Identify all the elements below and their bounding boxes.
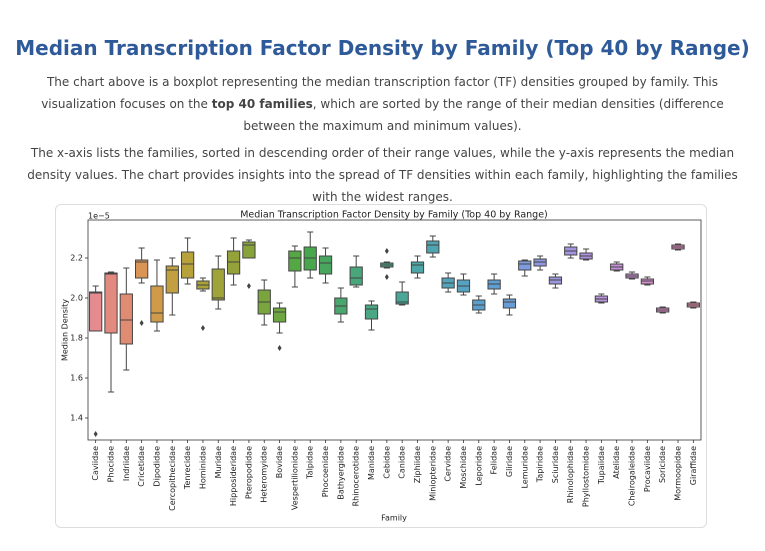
outlier bbox=[200, 325, 205, 331]
x-tick-label: Caviidae bbox=[91, 446, 100, 481]
y-tick-label: 2.2 bbox=[70, 254, 83, 263]
x-tick-label: Cervidae bbox=[444, 446, 453, 482]
x-tick-label: Soricidae bbox=[658, 446, 667, 483]
box bbox=[426, 240, 440, 254]
x-tick-label: Phocoenidae bbox=[321, 446, 330, 497]
box bbox=[288, 250, 302, 272]
box bbox=[89, 291, 103, 332]
box bbox=[410, 261, 425, 274]
outlier bbox=[246, 283, 251, 289]
x-tick-label: Cricetidae bbox=[137, 446, 146, 487]
y-tick-label: 1.4 bbox=[70, 414, 83, 423]
x-tick-label: Heteromyidae bbox=[260, 446, 269, 503]
x-tick-label: Lemuridae bbox=[520, 446, 529, 489]
x-tick-label: Sciuridae bbox=[551, 446, 560, 483]
y-axis-label: Median Density bbox=[61, 299, 70, 361]
x-axis-label: Family bbox=[381, 514, 407, 523]
chart-card: Median Transcription Factor Density by F… bbox=[55, 204, 707, 528]
box bbox=[502, 298, 517, 309]
box bbox=[135, 259, 149, 279]
box bbox=[395, 291, 409, 305]
outlier bbox=[93, 431, 98, 437]
x-tick-label: Tapiridae bbox=[536, 446, 545, 483]
x-tick-label: Rhinolophidae bbox=[566, 446, 575, 503]
x-tick-label: Moschidae bbox=[459, 446, 468, 489]
outlier bbox=[277, 345, 282, 351]
x-tick-label: Tupaiidae bbox=[597, 446, 606, 485]
outlier bbox=[384, 248, 389, 254]
x-tick-label: Dipodidae bbox=[152, 446, 161, 487]
chart: Median Transcription Factor Density by F… bbox=[61, 210, 702, 523]
box bbox=[518, 260, 532, 271]
x-tick-label: Cebidae bbox=[382, 446, 391, 479]
box bbox=[272, 307, 287, 323]
x-tick-label: Atelidae bbox=[612, 446, 621, 479]
y-tick-label: 2.0 bbox=[70, 294, 83, 303]
chart-title: Median Transcription Factor Density by F… bbox=[240, 210, 548, 221]
x-tick-label: Miniopteridae bbox=[428, 446, 437, 501]
paragraph: The chart above is a boxplot representin… bbox=[25, 71, 740, 137]
x-tick-label: Giraffidae bbox=[689, 446, 698, 485]
x-tick-label: Mormoopidae bbox=[674, 446, 683, 501]
x-tick-label: Vespertilionidae bbox=[290, 446, 299, 510]
x-tick-label: Tenrecidae bbox=[183, 446, 192, 490]
bold-text: top 40 families bbox=[211, 97, 313, 111]
x-tick-label: Indriidae bbox=[122, 446, 131, 481]
x-tick-label: Hominidae bbox=[198, 446, 207, 489]
x-tick-label: Gliridae bbox=[505, 446, 514, 477]
box bbox=[150, 285, 164, 323]
y-offset-label: 1e−5 bbox=[88, 212, 110, 221]
box bbox=[364, 304, 379, 320]
text: The chart above is a boxplot representin… bbox=[41, 75, 719, 111]
x-tick-label: Talpidae bbox=[306, 446, 315, 480]
text: The x-axis lists the families, sorted in… bbox=[27, 146, 738, 204]
x-tick-label: Bathyergidae bbox=[336, 446, 345, 500]
plot-frame bbox=[87, 219, 702, 441]
box bbox=[349, 266, 363, 286]
box bbox=[180, 251, 195, 279]
x-tick-label: Rhinocerotidae bbox=[352, 446, 361, 506]
x-tick-label: Phyllostomidae bbox=[582, 446, 591, 507]
x-tick-label: Manidae bbox=[367, 446, 376, 480]
paragraph: The x-axis lists the families, sorted in… bbox=[25, 142, 740, 208]
box bbox=[211, 268, 225, 301]
box bbox=[165, 265, 179, 294]
outlier bbox=[384, 274, 389, 280]
box bbox=[242, 241, 256, 259]
x-tick-label: Procaviidae bbox=[643, 446, 652, 492]
y-tick-label: 1.6 bbox=[70, 374, 83, 383]
x-tick-label: Leporidae bbox=[474, 446, 483, 486]
x-tick-label: Ziphiidae bbox=[413, 446, 422, 483]
box bbox=[104, 272, 118, 334]
x-tick-label: Cheirogaleidae bbox=[628, 446, 637, 506]
box bbox=[318, 255, 333, 275]
box bbox=[119, 293, 133, 345]
x-tick-label: Pteropodidae bbox=[244, 446, 253, 499]
x-tick-label: Cercopithecidae bbox=[168, 446, 177, 511]
text: , which are sorted by the range of their… bbox=[243, 97, 724, 133]
x-tick-label: Felidae bbox=[490, 446, 499, 475]
x-tick-label: Hipposideridae bbox=[229, 446, 238, 506]
x-tick-label: Bovidae bbox=[275, 446, 284, 478]
y-tick-label: 1.8 bbox=[70, 334, 83, 343]
x-tick-label: Phocidae bbox=[106, 446, 115, 482]
page-title: Median Transcription Factor Density by F… bbox=[15, 36, 750, 60]
x-tick-label: Canidae bbox=[398, 446, 407, 479]
x-tick-label: Muridae bbox=[214, 446, 223, 478]
outlier bbox=[139, 320, 144, 326]
